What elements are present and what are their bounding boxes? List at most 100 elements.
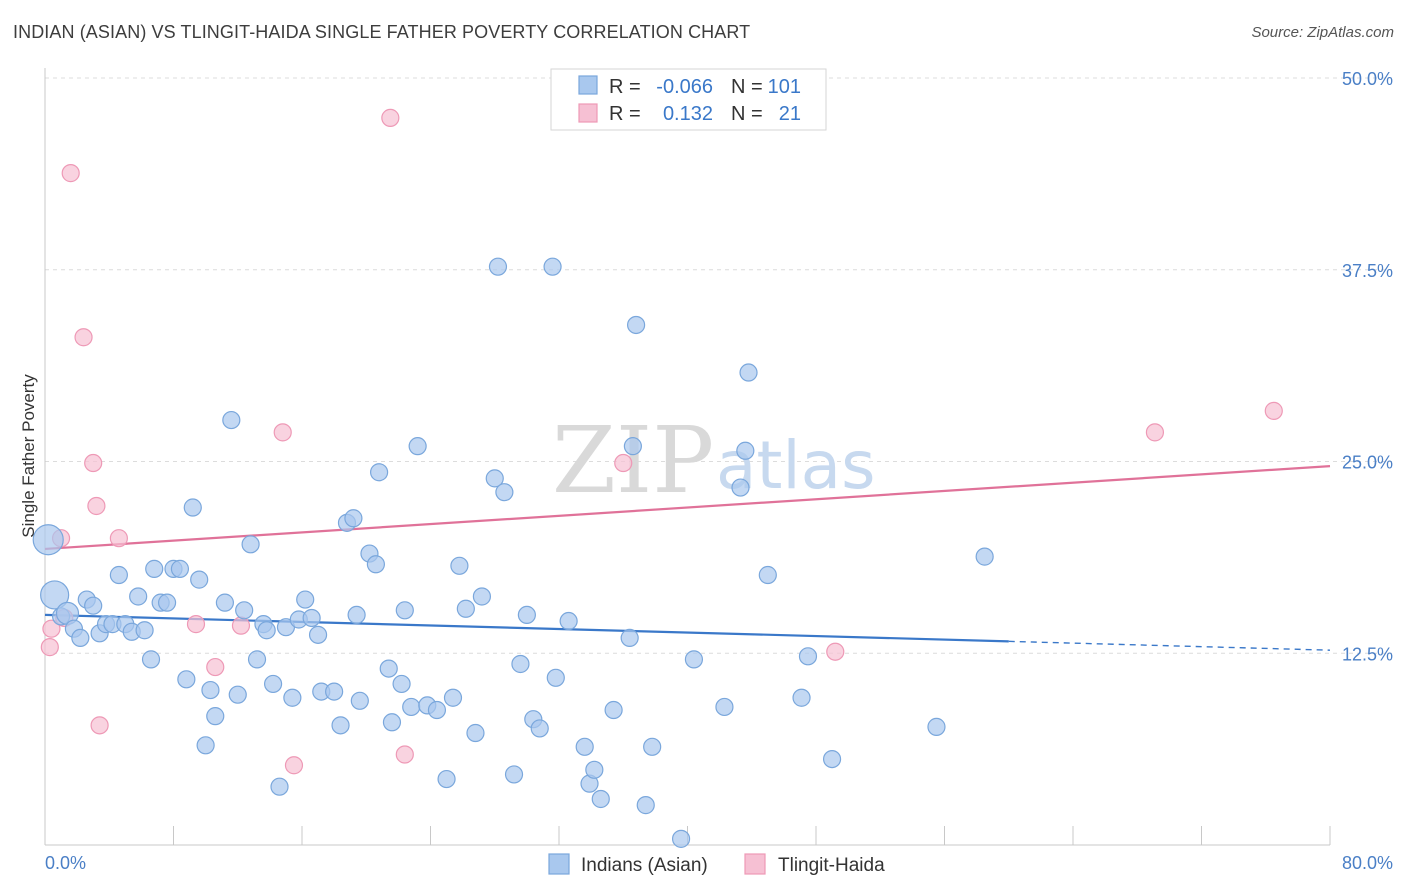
point-indians-asian-21 [170, 559, 190, 578]
legend-r-label-blue: R = [609, 76, 641, 98]
point-indians-asian-14 [129, 587, 148, 606]
trend-lines [44, 465, 1331, 651]
point-indians-asian-79 [575, 737, 594, 756]
point-indians-asian-81 [585, 760, 604, 779]
point-indians-asian-49 [347, 605, 366, 625]
legend-swatch-pink [578, 103, 598, 123]
bottom-legend: Indians (Asian) Tlingit-Haida [548, 853, 885, 876]
point-indians-asian-96 [792, 688, 811, 707]
legend-n-value-blue: 101 [768, 76, 801, 98]
legend-n-value-pink: 21 [779, 103, 801, 125]
point-indians-asian-98 [822, 749, 842, 769]
legend: R = -0.066 N = 101 R = 0.132 N = 21 [550, 68, 827, 131]
point-indians-asian-69 [488, 257, 508, 276]
point-tlingit-haida-18 [826, 642, 845, 661]
point-indians-asian-17 [145, 559, 164, 578]
point-indians-asian-82 [591, 789, 610, 809]
point-indians-asian-28 [215, 593, 234, 612]
point-indians-asian-33 [247, 650, 267, 669]
point-indians-asian-64 [450, 556, 469, 575]
legend-n-label-blue: N = [731, 76, 763, 98]
point-tlingit-haida-6 [84, 453, 103, 473]
point-indians-asian-84 [620, 628, 639, 648]
point-indians-asian-70 [495, 483, 514, 502]
point-indians-asian-53 [370, 463, 389, 482]
point-indians-asian-94 [739, 363, 758, 382]
point-indians-asian-11 [109, 565, 128, 585]
point-indians-asian-27 [206, 707, 225, 726]
bottom-legend-swatch-pink [744, 853, 766, 875]
trend-line-indians-asian-extrapolated [1008, 640, 1331, 651]
point-indians-asian-83 [604, 700, 623, 720]
point-indians-asian-100 [975, 547, 994, 566]
chart-title: INDIAN (ASIAN) VS TLINGIT-HAIDA SINGLE F… [13, 22, 751, 42]
y-tick-label-0: 12.5% [1342, 644, 1393, 664]
point-indians-asian-85 [623, 437, 642, 456]
y-tick-label-1: 25.0% [1342, 453, 1393, 473]
point-indians-asian-77 [546, 668, 565, 687]
point-indians-asian-71 [504, 765, 524, 784]
point-indians-asian-39 [283, 688, 302, 707]
point-indians-asian-87 [636, 796, 655, 815]
point-indians-asian-59 [408, 437, 427, 456]
point-tlingit-haida-1 [42, 619, 61, 638]
point-tlingit-haida-19 [1145, 423, 1165, 442]
point-tlingit-haida-5 [74, 328, 93, 347]
point-tlingit-haida-4 [61, 164, 80, 183]
point-indians-asian-58 [402, 697, 421, 717]
point-indians-asian-93 [736, 441, 755, 460]
point-indians-asian-63 [443, 688, 463, 707]
point-indians-asian-65 [456, 599, 475, 618]
point-indians-asian-42 [302, 608, 321, 628]
point-indians-asian-66 [466, 723, 485, 743]
legend-swatch-blue [578, 75, 598, 95]
point-indians-asian-97 [798, 647, 818, 666]
point-indians-asian-15 [135, 621, 154, 640]
point-indians-asian-78 [559, 611, 578, 631]
point-indians-asian-35 [257, 621, 276, 640]
point-indians-asian-16 [141, 650, 161, 669]
point-tlingit-haida-8 [90, 716, 109, 735]
point-indians-asian-86 [626, 315, 646, 335]
point-indians-asian-25 [196, 736, 215, 755]
tick-labels: 12.5% 25.0% 37.5% 50.0% 0.0% 80.0% [45, 69, 1393, 873]
point-tlingit-haida-9 [109, 529, 128, 548]
point-indians-asian-56 [392, 674, 411, 694]
point-tlingit-haida-20 [1264, 401, 1283, 420]
legend-r-value-pink: 0.132 [663, 103, 713, 125]
point-indians-asian-50 [350, 691, 369, 710]
point-indians-asian-61 [427, 700, 447, 720]
legend-r-value-blue: -0.066 [656, 76, 713, 98]
point-indians-asian-95 [758, 565, 777, 585]
y-axis-title: Single Father Poverty [19, 374, 38, 538]
bottom-legend-swatch-blue [548, 853, 570, 875]
watermark-zip: ZIP [552, 407, 714, 514]
points-indians-asian [32, 257, 994, 848]
point-tlingit-haida-15 [381, 108, 400, 127]
point-indians-asian-22 [177, 670, 196, 689]
point-indians-asian-91 [715, 697, 734, 717]
point-indians-asian-67 [472, 587, 491, 606]
grid-lines [45, 77, 1392, 654]
x-tick-label-max: 80.0% [1342, 853, 1393, 873]
point-indians-asian-29 [222, 410, 241, 430]
point-indians-asian-68 [485, 469, 504, 488]
watermark: ZIP atlas [552, 407, 876, 514]
point-indians-asian-75 [530, 719, 549, 738]
point-indians-asian-72 [511, 654, 530, 674]
point-tlingit-haida-12 [231, 616, 251, 635]
point-indians-asian-0 [32, 524, 64, 556]
point-tlingit-haida-13 [273, 423, 292, 442]
bottom-legend-label-blue: Indians (Asian) [581, 855, 708, 876]
legend-r-label-pink: R = [609, 103, 641, 125]
point-indians-asian-1 [40, 580, 70, 610]
point-indians-asian-41 [296, 590, 315, 609]
bottom-legend-label-pink: Tlingit-Haida [778, 855, 885, 876]
point-tlingit-haida-14 [284, 756, 304, 775]
y-tick-label-3: 50.0% [1342, 69, 1393, 89]
point-indians-asian-43 [308, 625, 328, 644]
point-indians-asian-45 [325, 682, 344, 701]
point-indians-asian-57 [395, 601, 414, 620]
trend-line-indians-asian [44, 613, 1009, 643]
